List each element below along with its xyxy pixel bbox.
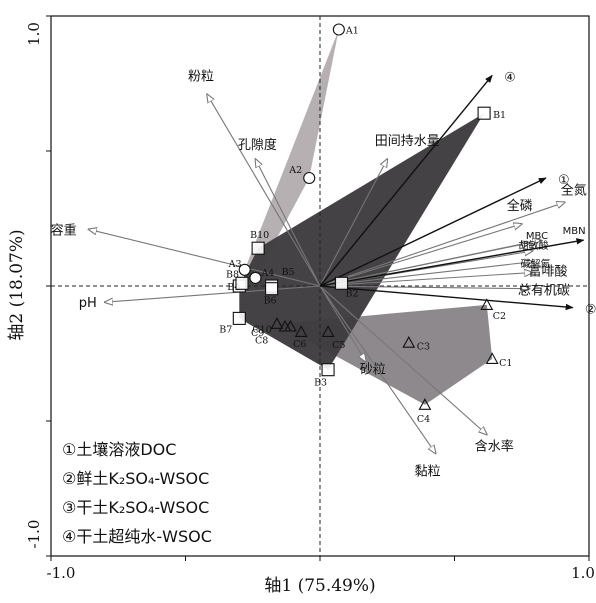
point-label: B1: [493, 110, 506, 121]
point-label: B5: [282, 267, 295, 278]
point-C5: [321, 325, 335, 337]
point-label: C4: [417, 414, 430, 425]
explanatory-label: 黏粒: [415, 463, 441, 479]
x-tick-label: -1.0: [47, 564, 76, 582]
explanatory-label: 胡敏酸: [519, 239, 549, 252]
response-vector: [319, 285, 574, 311]
explanatory-vector: [319, 202, 565, 287]
explanatory-label: 砂粒: [360, 363, 386, 378]
explanatory-vector: [319, 285, 366, 362]
legend-entry: ②鲜土K₂SO₄-WSOC: [62, 469, 209, 488]
point-label: C1: [499, 358, 512, 369]
axis-ticks: -1.0 1.0 1.0 -1.0: [25, 15, 595, 582]
explanatory-vector: [105, 285, 321, 302]
hull-group-A: [244, 29, 339, 278]
point-label: B2: [346, 288, 359, 299]
response-label: ④: [504, 70, 516, 85]
point-B1: [477, 106, 491, 120]
legend: ①土壤溶液DOC ②鲜土K₂SO₄-WSOC ③干土K₂SO₄-WSOC ④干土超纯水…: [62, 440, 212, 546]
explanatory-label: 碱解氮: [521, 258, 551, 271]
point-label: B6: [264, 296, 277, 307]
point-A3: [238, 263, 251, 276]
explanatory-label: 总有机碳: [518, 284, 570, 299]
point-label: A4: [260, 268, 274, 279]
explanatory-label: 全磷: [507, 198, 533, 214]
point-B10: [251, 241, 265, 255]
y-axis-label: 轴2 (18.07%): [7, 229, 27, 340]
response-vector: [319, 238, 585, 287]
point-C3: [402, 336, 416, 348]
point-C4: [418, 398, 432, 410]
point-label: C8: [255, 336, 268, 347]
point-label: C6: [293, 339, 306, 350]
point-A1: [332, 23, 345, 36]
explanatory-vector: [319, 240, 541, 287]
point-A2: [303, 171, 316, 185]
point-label: B3: [314, 378, 327, 389]
explanatory-label: 粉粒: [188, 69, 214, 84]
explanatory-vector: [319, 262, 533, 287]
explanatory-vector: [319, 224, 522, 287]
explanatory-label: MBC: [526, 231, 548, 242]
explanatory-vector: [89, 229, 321, 287]
point-B3: [321, 363, 335, 377]
explanatory-label: 全氮: [561, 182, 587, 198]
explanatory-label: 田间持水量: [375, 134, 440, 149]
point-B8: [235, 276, 249, 290]
point-C2: [480, 298, 494, 310]
point-label: A2: [288, 165, 302, 176]
legend-entry: ①土壤溶液DOC: [62, 440, 176, 459]
explanatory-vector: [255, 159, 321, 287]
legend-entry: ③干土K₂SO₄-WSOC: [62, 498, 209, 517]
response-label: ①: [558, 173, 570, 188]
point-label: B4: [227, 282, 240, 293]
explanatory-label: pH: [79, 296, 97, 311]
response-label: ②: [585, 303, 596, 318]
y-tick-label: 1.0: [25, 22, 43, 46]
point-B6: [265, 282, 279, 296]
explanatory-label: 含水率: [475, 439, 514, 455]
sample-points: A1 A2 A3 A4 B1 B2 B3 B4 B5 B6 B7 B8 B10 C1 C2 C3 C4 C5 C6 C…: [219, 23, 512, 425]
point-label: C2: [493, 311, 506, 322]
legend-entry: ④干土超纯水-WSOC: [62, 527, 212, 546]
explanatory-label: 容重: [51, 222, 77, 238]
point-C6: [294, 325, 308, 337]
point-label: B8: [226, 269, 239, 280]
explanatory-vector: [319, 285, 436, 453]
point-label: B10: [250, 230, 269, 241]
point-C10: [283, 319, 297, 332]
point-label: C9: [251, 328, 264, 339]
y-tick-label: -1.0: [25, 520, 43, 549]
explanatory-vector: [207, 94, 321, 287]
group-hulls: [239, 29, 493, 405]
point-A4: [249, 271, 262, 284]
hull-group-B: [239, 113, 485, 370]
explanatory-vector: [319, 285, 487, 435]
point-C1: [485, 352, 499, 364]
explanatory-vector: [319, 159, 387, 287]
x-tick-label: 1.0: [571, 564, 595, 582]
response-vector: [319, 177, 547, 287]
explanatory-vector: [319, 286, 530, 289]
response-vectors: ①②③④: [319, 70, 596, 318]
point-label: A1: [345, 26, 359, 37]
point-label: C10: [252, 325, 271, 336]
point-label: C3: [417, 342, 430, 353]
point-B7: [232, 311, 246, 325]
point-B2: [334, 276, 349, 290]
point-label: A3: [228, 259, 242, 270]
point-label: B7: [219, 324, 232, 335]
x-axis-label: 轴1 (75.49%): [264, 576, 375, 596]
explanatory-vector: [319, 273, 533, 287]
point-label: C5: [332, 340, 345, 351]
explanatory-label: MBN: [563, 226, 586, 237]
explanatory-label: 富啡酸: [529, 264, 568, 280]
point-C9: [270, 317, 284, 329]
response-vector: [319, 74, 493, 287]
explanatory-label: 孔隙度: [238, 137, 277, 153]
